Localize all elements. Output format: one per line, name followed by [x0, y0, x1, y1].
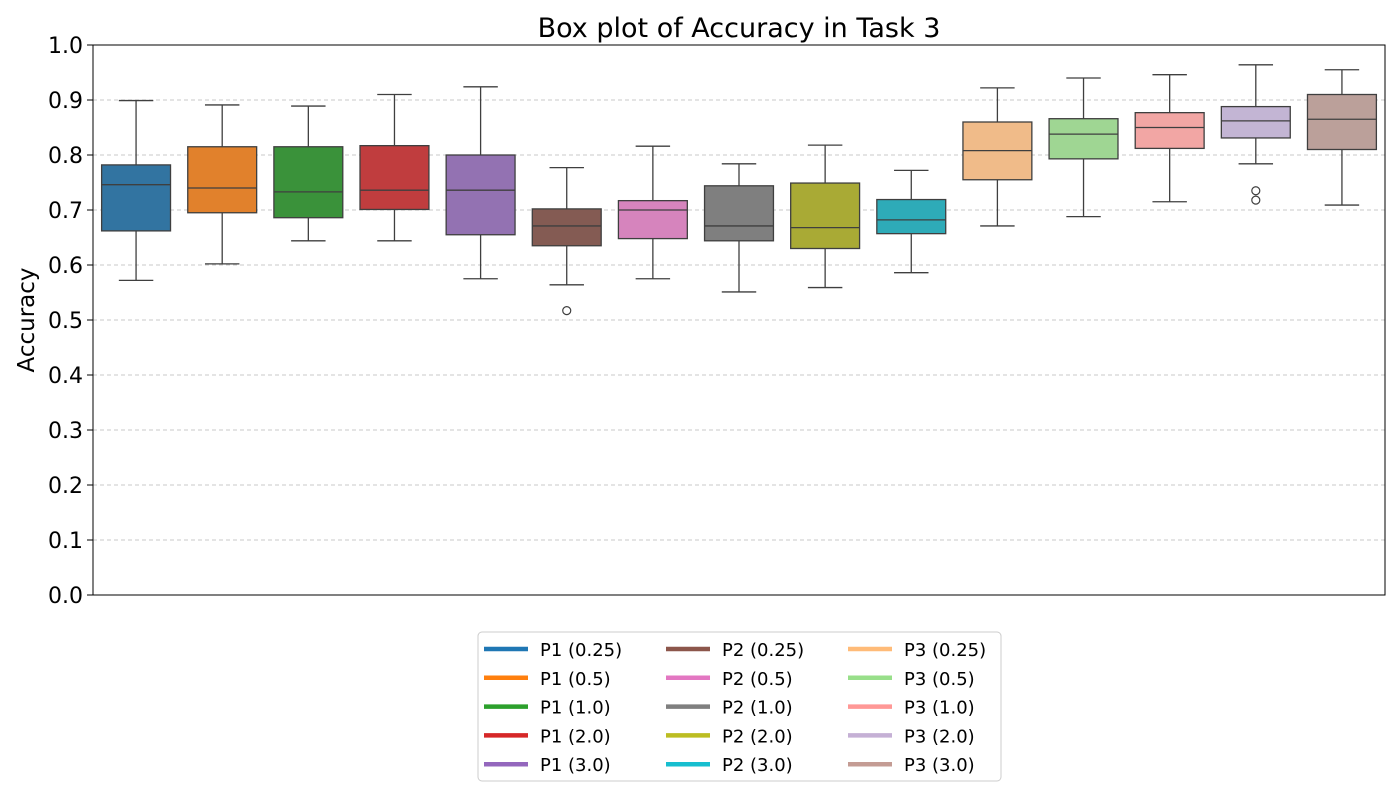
y-axis-ticks: 0.0 0.1 0.2 0.3 0.4 0.5 0.6 0.7 0.8 0.9 1.0	[48, 34, 93, 609]
box-iqr	[1220, 105, 1291, 139]
boxes	[100, 64, 1378, 316]
legend-label: P3 (1.0)	[904, 698, 975, 719]
y-tick-label: 0.9	[48, 89, 83, 114]
y-tick-label: 0.1	[48, 529, 83, 554]
box-5	[445, 86, 516, 280]
y-tick-label: 0.8	[48, 144, 83, 169]
box-10	[876, 169, 947, 274]
box-iqr	[617, 199, 688, 240]
legend-label: P2 (1.0)	[722, 698, 793, 719]
y-tick-label: 1.0	[48, 34, 83, 59]
box-iqr	[273, 146, 344, 219]
outlier-point	[562, 306, 572, 316]
outlier-point	[1251, 186, 1261, 196]
box-iqr	[1134, 112, 1205, 150]
y-tick-label: 0.2	[48, 474, 83, 499]
box-12	[1048, 77, 1119, 218]
outlier-point	[1251, 195, 1261, 205]
legend-frame	[477, 631, 1002, 782]
legend-label: P2 (0.5)	[722, 669, 793, 690]
legend-label: P2 (2.0)	[722, 726, 793, 747]
legend-label: P2 (3.0)	[722, 755, 793, 776]
legend-label: P1 (0.5)	[540, 669, 611, 690]
box-iqr	[359, 144, 430, 211]
chart-title: Box plot of Accuracy in Task 3	[538, 13, 941, 44]
box-3	[273, 105, 344, 242]
legend-label: P3 (0.5)	[904, 669, 975, 690]
legend-label: P2 (0.25)	[722, 640, 804, 661]
box-1	[100, 99, 172, 282]
y-tick-label: 0.4	[48, 364, 83, 389]
y-tick-label: 0.7	[48, 199, 83, 224]
y-tick-label: 0.0	[48, 584, 83, 609]
box-14	[1220, 64, 1291, 205]
box-iqr	[790, 182, 861, 250]
box-iqr	[531, 208, 602, 247]
box-iqr	[1306, 93, 1378, 151]
box-7	[617, 145, 688, 280]
legend-label: P1 (2.0)	[540, 726, 611, 747]
y-tick-label: 0.6	[48, 254, 83, 279]
legend-label: P1 (3.0)	[540, 755, 611, 776]
box-iqr	[876, 198, 947, 235]
box-iqr	[1048, 118, 1119, 160]
box-iqr	[703, 185, 775, 242]
box-9	[790, 144, 861, 289]
legend-label: P3 (0.25)	[904, 640, 986, 661]
box-iqr	[187, 146, 258, 214]
legend-label: P1 (0.25)	[540, 640, 622, 661]
y-axis-label: Accuracy	[14, 267, 40, 372]
box-8	[703, 163, 775, 293]
legend-label: P1 (1.0)	[540, 698, 611, 719]
box-6	[531, 166, 602, 316]
legend-label: P3 (2.0)	[904, 726, 975, 747]
box-13	[1134, 74, 1205, 203]
y-tick-label: 0.3	[48, 419, 83, 444]
box-iqr	[445, 154, 516, 236]
box-iqr	[100, 164, 172, 232]
box-15	[1306, 69, 1378, 206]
box-11	[962, 87, 1033, 227]
legend-label: P3 (3.0)	[904, 755, 975, 776]
box-4	[359, 93, 430, 242]
legend: P1 (0.25) P1 (0.5) P1 (1.0) P1 (2.0) P1 (3.0…	[477, 631, 1002, 782]
y-tick-label: 0.5	[48, 309, 83, 334]
box-2	[187, 104, 258, 265]
